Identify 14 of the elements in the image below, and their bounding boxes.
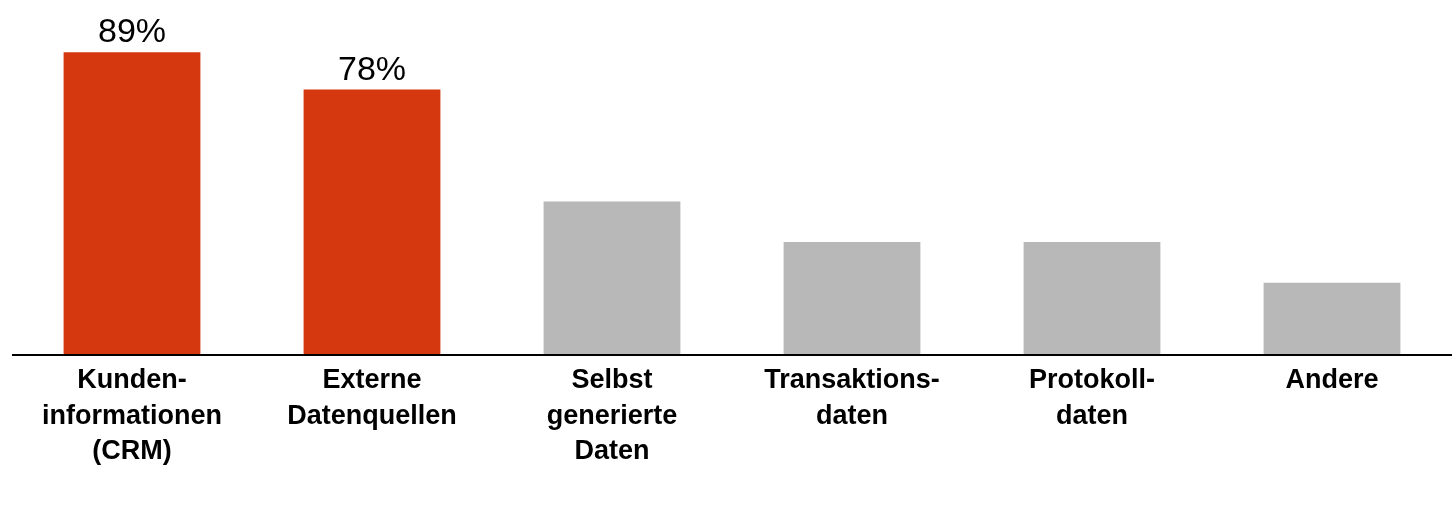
x-tick-label: Andere <box>1285 364 1379 395</box>
bar <box>783 242 921 354</box>
bar <box>543 201 681 354</box>
bar <box>63 52 201 354</box>
x-tick-label: Externe Datenquellen <box>287 364 457 430</box>
bar <box>1023 242 1161 354</box>
bar <box>1263 282 1401 354</box>
x-tick-label: Kunden- informationen (CRM) <box>42 364 222 465</box>
x-tick-label: Selbst generierte Daten <box>546 364 678 465</box>
data-label: 78% <box>337 48 407 87</box>
x-tick-label: Protokoll- daten <box>1029 364 1155 430</box>
bar <box>303 89 441 354</box>
data-label: 89% <box>97 11 167 50</box>
x-tick-label: Transaktions- daten <box>764 364 940 430</box>
